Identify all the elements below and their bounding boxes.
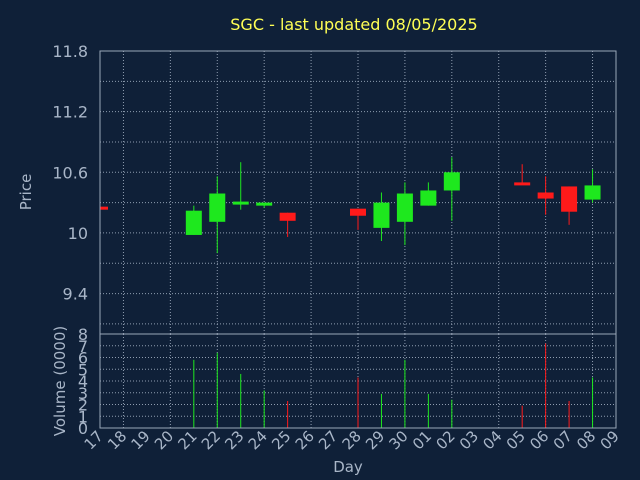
candle-body <box>514 182 531 186</box>
candle-body <box>209 193 226 222</box>
candle-body <box>373 202 390 228</box>
x-tick-label: 25 <box>268 427 294 453</box>
candle-body <box>256 202 273 206</box>
volume-y-tick-label: 6 <box>78 349 88 368</box>
x-tick-label: 02 <box>432 427 458 453</box>
price-y-tick-label: 10.6 <box>52 163 88 182</box>
candle-body <box>396 193 413 222</box>
candle-body <box>185 210 202 235</box>
volume-y-tick-label: 1 <box>78 407 88 426</box>
x-tick-label: 28 <box>339 427 365 453</box>
x-tick-label: 08 <box>573 427 599 453</box>
candle-body <box>100 206 108 210</box>
price-y-axis-label: Price <box>17 174 35 211</box>
x-tick-label: 24 <box>245 427 271 453</box>
x-tick-label: 05 <box>503 427 529 453</box>
volume-bars <box>193 343 594 428</box>
volume-y-tick-label: 0 <box>78 419 88 438</box>
x-tick-label: 01 <box>409 427 435 453</box>
x-tick-label: 07 <box>550 427 576 453</box>
volume-y-tick-label: 7 <box>78 337 88 356</box>
candle-body <box>279 212 296 221</box>
price-y-ticks: 11.8 11.2 10.6 10 9.4 <box>52 42 88 304</box>
x-ticks: 1718192021222324252627282930010203040506… <box>81 427 623 453</box>
price-candles <box>99 157 601 254</box>
x-tick-label: 23 <box>221 427 247 453</box>
x-tick-label: 29 <box>362 427 388 453</box>
x-tick-label: 26 <box>292 427 318 453</box>
x-tick-label: 21 <box>174 427 200 453</box>
candle-body <box>350 208 366 216</box>
x-tick-label: 22 <box>198 427 224 453</box>
volume-y-axis-label: Volume (0000) <box>51 326 69 436</box>
x-tick-label: 18 <box>104 427 130 453</box>
x-tick-label: 20 <box>151 427 177 453</box>
volume-y-tick-label: 5 <box>78 360 88 379</box>
candle-body <box>420 190 437 206</box>
x-tick-label: 09 <box>597 427 623 453</box>
volume-y-tick-label: 2 <box>78 396 88 415</box>
price-y-tick-label: 11.8 <box>52 42 88 61</box>
x-axis-label: Day <box>333 458 363 476</box>
price-y-tick-label: 10 <box>68 224 88 243</box>
x-tick-label: 30 <box>386 427 412 453</box>
x-tick-label: 03 <box>456 427 482 453</box>
x-tick-label: 06 <box>526 427 552 453</box>
volume-y-tick-label: 3 <box>78 384 88 403</box>
x-tick-label: 04 <box>479 427 505 453</box>
candle-body <box>584 185 601 200</box>
volume-plot-frame <box>99 333 617 429</box>
x-tick-label: 19 <box>128 427 154 453</box>
candle-body <box>232 201 249 205</box>
candle-body <box>537 192 554 199</box>
price-y-tick-label: 11.2 <box>52 103 88 122</box>
candle-body <box>443 172 460 191</box>
volume-y-tick-label: 4 <box>78 372 88 391</box>
candle-body <box>561 186 578 212</box>
chart-title: SGC - last updated 08/05/2025 <box>230 15 477 34</box>
price-y-tick-label: 9.4 <box>63 285 88 304</box>
x-tick-label: 27 <box>315 427 341 453</box>
volume-y-tick-label: 8 <box>78 325 88 344</box>
